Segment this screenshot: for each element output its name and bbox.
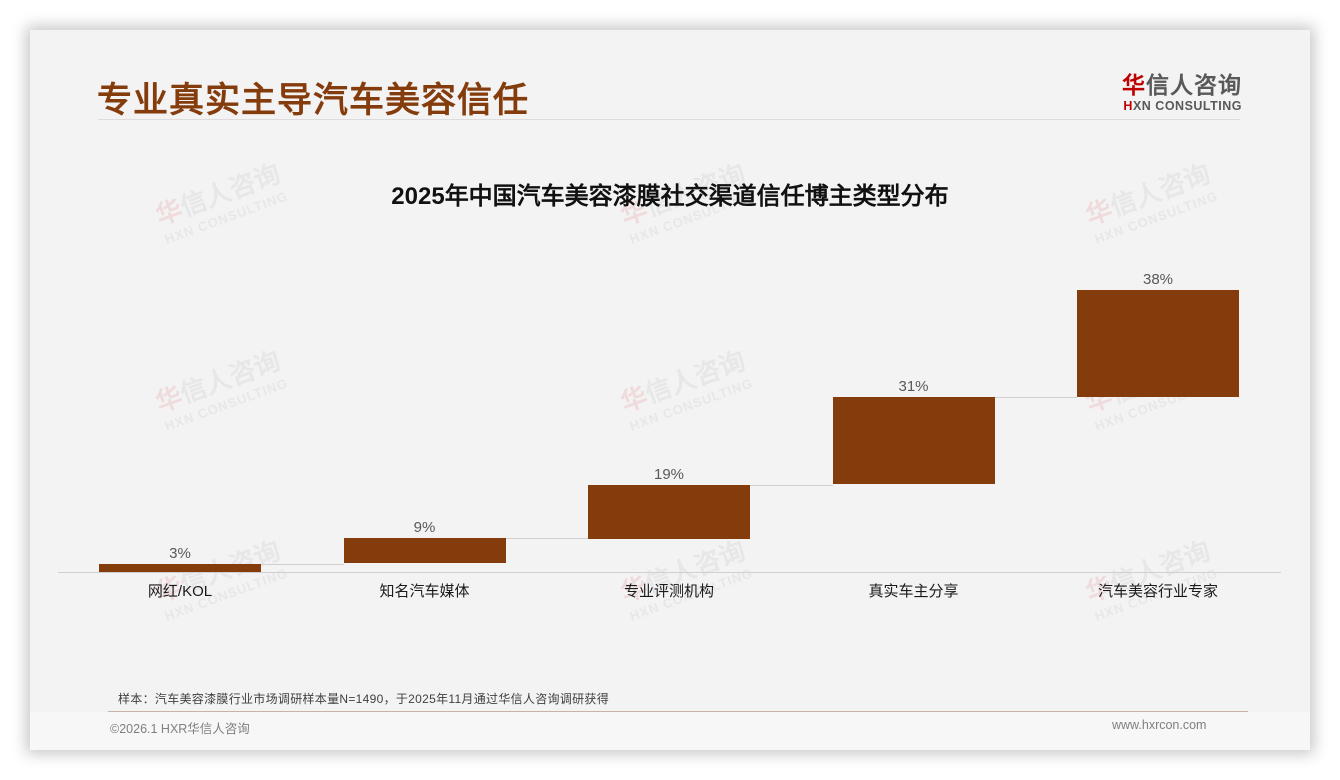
chart-title: 2025年中国汽车美容漆膜社交渠道信任博主类型分布 bbox=[391, 183, 949, 210]
logo-cn: 华信人咨询 bbox=[1112, 66, 1242, 100]
bar-4[interactable] bbox=[832, 397, 995, 484]
footer-band bbox=[30, 712, 1310, 750]
logo-cn-accent: 华 bbox=[1122, 72, 1146, 98]
data-label: 31% bbox=[898, 378, 929, 395]
copyright: ©2026.1 HXR华信人咨询 bbox=[110, 722, 250, 736]
x-axis-line bbox=[58, 572, 1281, 573]
bar-1[interactable] bbox=[99, 564, 261, 572]
data-label: 3% bbox=[169, 545, 191, 562]
company-logo: 华信人咨询 HXN CONSULTING bbox=[1112, 66, 1242, 113]
bar-2[interactable] bbox=[343, 538, 506, 563]
category-label: 专业评测机构 bbox=[623, 583, 714, 600]
category-label: 真实车主分享 bbox=[868, 583, 959, 600]
data-label: 9% bbox=[413, 519, 436, 536]
data-label: 38% bbox=[1142, 271, 1174, 288]
waterfall-connector bbox=[261, 564, 344, 565]
logo-cn-rest: 信人咨询 bbox=[1146, 72, 1242, 98]
logo-en-rest: XN CONSULTING bbox=[1132, 99, 1242, 113]
logo-en: HXN CONSULTING bbox=[1112, 99, 1242, 113]
waterfall-connector bbox=[750, 485, 833, 486]
bar-5[interactable] bbox=[1077, 290, 1239, 397]
category-label: 汽车美容行业专家 bbox=[1097, 583, 1218, 600]
footer-divider bbox=[108, 711, 1248, 712]
website-link[interactable]: www.hxrcon.com bbox=[1112, 718, 1207, 732]
page-title: 专业真实主导汽车美容信任 bbox=[97, 81, 530, 120]
source-note: 样本：汽车美容漆膜行业市场调研样本量N=1490，于2025年11月通过华信人咨… bbox=[118, 692, 610, 706]
category-label: 网红/KOL bbox=[147, 583, 213, 600]
category-label: 知名汽车媒体 bbox=[379, 583, 470, 600]
data-label: 19% bbox=[653, 466, 685, 483]
slide: 专业真实主导汽车美容信任 华信人咨询 HXN CONSULTING 华信人咨询 H… bbox=[30, 30, 1310, 750]
title-divider bbox=[98, 119, 1240, 120]
waterfall-connector bbox=[994, 397, 1077, 398]
waterfall-chart: 3% 网红/KOL 9% 知名汽车媒体 19% 专业评测机构 31% 真实车主分享 38% 汽车美… bbox=[30, 30, 1310, 750]
waterfall-connector bbox=[505, 538, 588, 539]
logo-en-accent: H bbox=[1123, 99, 1133, 113]
bar-3[interactable] bbox=[588, 485, 750, 539]
